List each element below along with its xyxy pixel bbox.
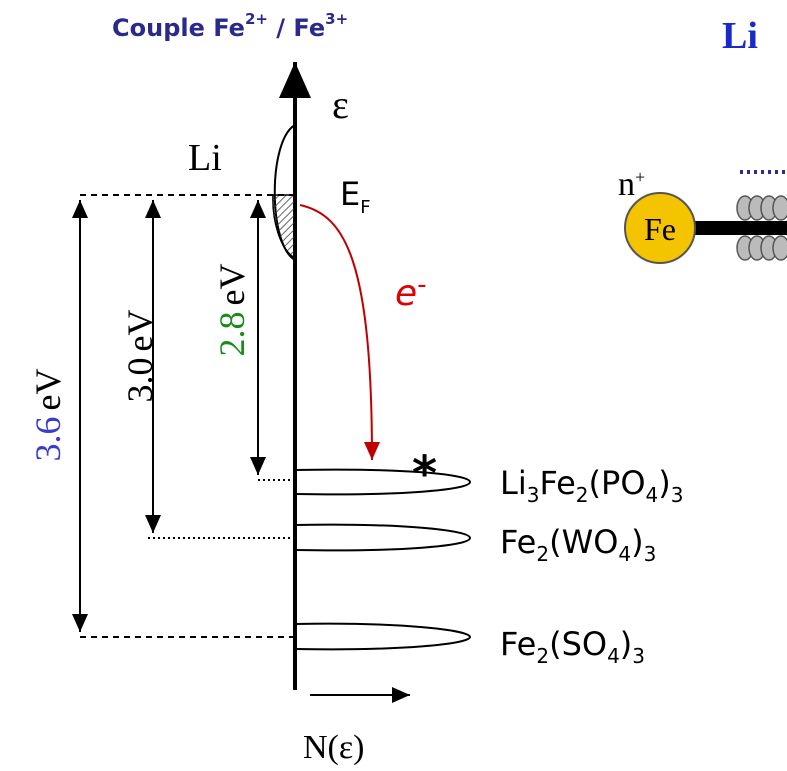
text-part: (WO xyxy=(549,523,618,561)
text-part: (SO xyxy=(549,625,607,663)
title: Couple Fe2+ / Fe3+ xyxy=(112,10,348,42)
subscript: 4 xyxy=(646,483,659,507)
gap-unit: eV xyxy=(28,369,68,411)
text-part: E xyxy=(340,175,360,213)
superscript: - xyxy=(417,270,426,300)
gap-value: 3.0 xyxy=(120,357,160,402)
text-part: e xyxy=(395,273,417,314)
metal-label: Li xyxy=(188,137,222,179)
header-cut: Li xyxy=(722,15,758,57)
compound-label: Li3Fe2(PO4)3 xyxy=(500,464,683,507)
subscript: 2 xyxy=(576,483,589,507)
subscript: 2 xyxy=(536,644,549,668)
text-part: / Fe xyxy=(268,14,325,42)
superscript: + xyxy=(635,167,645,187)
gap-unit: eV xyxy=(120,310,160,352)
fermi-label: EF xyxy=(340,175,371,218)
subscript: 3 xyxy=(632,644,645,668)
dos-peak xyxy=(295,624,470,650)
electron-transfer xyxy=(300,205,372,460)
star: * xyxy=(412,446,437,502)
subscript: 4 xyxy=(607,644,620,668)
text-part: ) xyxy=(620,625,632,663)
energy-symbol: ε xyxy=(332,82,349,127)
compound-label: Fe2(SO4)3 xyxy=(500,625,645,668)
subscript: 3 xyxy=(671,483,684,507)
subscript: 4 xyxy=(618,542,631,566)
gap-value: 2.8 xyxy=(212,311,252,356)
subscript: 3 xyxy=(644,542,657,566)
text-part: ) xyxy=(658,464,670,502)
density-label: N(ε) xyxy=(303,729,364,766)
text-part: n xyxy=(618,166,635,203)
gap-label: 2.8 eV xyxy=(212,264,252,357)
ion-symbol: Fe xyxy=(644,211,676,247)
subscript: 3 xyxy=(527,483,540,507)
gap-value: 3.6 xyxy=(28,416,68,461)
gap-unit: eV xyxy=(212,264,252,306)
superscript: 3+ xyxy=(325,10,348,28)
compound-label: Fe2(WO4)3 xyxy=(500,523,656,566)
dos-peak xyxy=(295,525,470,551)
text-part: Fe xyxy=(500,625,536,663)
subscript: 2 xyxy=(536,542,549,566)
diagram: Couple Fe2+ / Fe3+LiεN(ε)LiEFe-*3.6eV3.0… xyxy=(0,0,787,771)
dos-peak xyxy=(295,470,470,495)
subscript: F xyxy=(360,197,370,218)
gap-label: 3.6 eV xyxy=(28,369,68,462)
text-part: Li xyxy=(500,464,527,502)
bond xyxy=(690,221,787,235)
text-part: Couple Fe xyxy=(112,14,245,42)
text-part: Fe xyxy=(500,523,536,561)
text-part: ) xyxy=(631,523,643,561)
electron-label: e- xyxy=(395,270,427,314)
text-part: (PO xyxy=(589,464,646,502)
text-part: Fe xyxy=(539,464,575,502)
superscript: 2+ xyxy=(245,10,268,28)
